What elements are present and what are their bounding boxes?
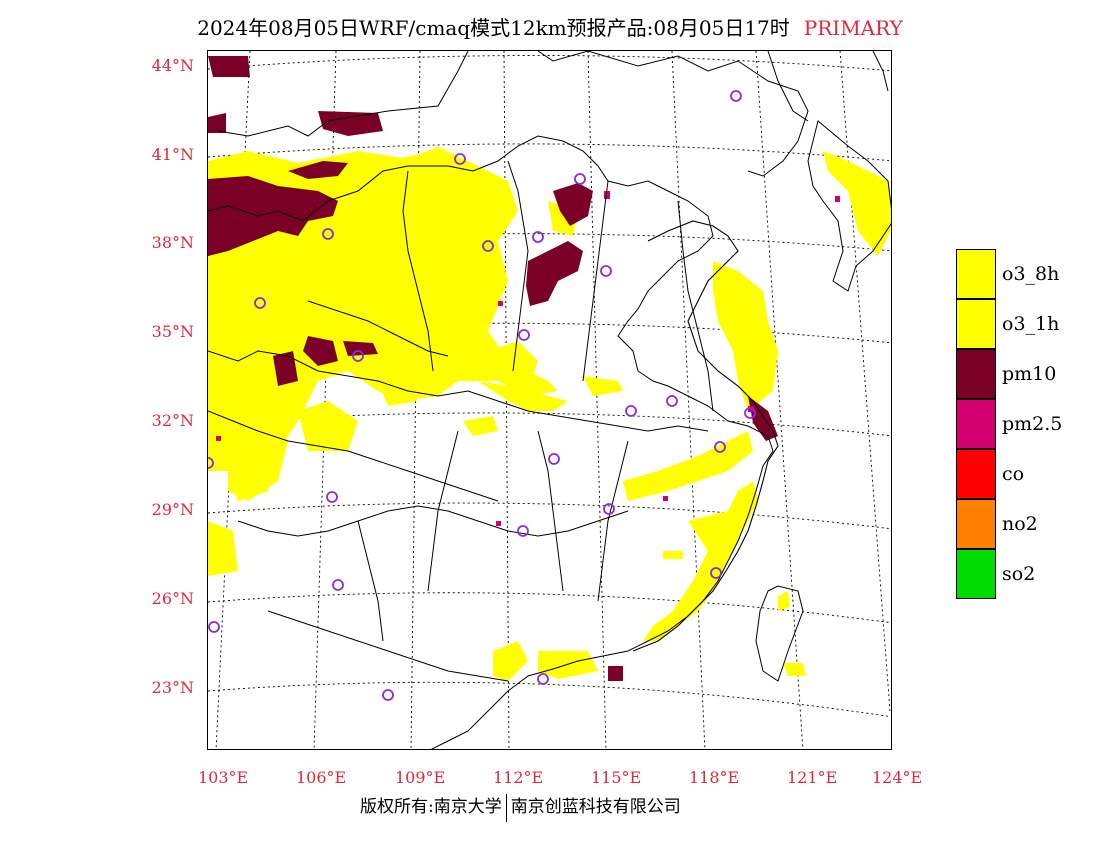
lat-label-44: 44°N: [151, 56, 194, 75]
title-species: PRIMARY: [803, 16, 903, 40]
legend-swatch-pm25: [956, 399, 996, 449]
station-markers: [208, 90, 756, 701]
lon-label-106: 106°E: [296, 768, 347, 787]
borders: [208, 51, 891, 749]
lat-label-32: 32°N: [151, 411, 194, 430]
map-canvas: [208, 51, 891, 749]
map-title: 2024年08月05日WRF/cmaq模式12km预报产品:08月05日17时 P…: [0, 12, 1100, 41]
lat-label-38: 38°N: [151, 233, 194, 252]
legend-label-o3-8h: o3_8h: [1002, 263, 1060, 285]
lon-label-109: 109°E: [395, 768, 446, 787]
legend-swatch-no2: [956, 499, 996, 549]
lon-label-112: 112°E: [493, 768, 544, 787]
coastline: [632, 220, 779, 652]
legend-label-pm10: pm10: [1002, 363, 1057, 385]
lat-label-26: 26°N: [151, 589, 194, 608]
legend-swatch-co: [956, 449, 996, 499]
legend-swatch-pm10: [956, 349, 996, 399]
legend-swatch-o3-8h: [956, 249, 996, 299]
pm25-specks: [216, 191, 840, 526]
lon-label-118: 118°E: [689, 768, 740, 787]
footer-divider: [505, 793, 507, 822]
copyright-footer: 版权所有:南京大学 南京创蓝科技有限公司: [360, 792, 681, 822]
legend-label-no2: no2: [1002, 513, 1038, 535]
legend-swatch-so2: [956, 549, 996, 599]
lon-label-121: 121°E: [787, 768, 838, 787]
o3-regions: [208, 147, 891, 681]
map-plot-area: [207, 50, 892, 750]
lon-label-124: 124°E: [872, 768, 923, 787]
legend-label-o3-1h: o3_1h: [1002, 313, 1060, 335]
legend-swatch-o3-1h: [956, 299, 996, 349]
legend-label-co: co: [1002, 463, 1025, 485]
legend-label-pm25: pm2.5: [1002, 413, 1063, 435]
copyright-owner: 版权所有:南京大学: [360, 797, 502, 817]
lat-label-41: 41°N: [151, 145, 194, 164]
pm10-regions: [208, 56, 778, 681]
lon-label-115: 115°E: [591, 768, 642, 787]
lat-label-23: 23°N: [151, 678, 194, 697]
title-text: 2024年08月05日WRF/cmaq模式12km预报产品:08月05日17时: [197, 16, 790, 40]
lat-label-29: 29°N: [151, 500, 194, 519]
legend-label-so2: so2: [1002, 563, 1036, 585]
copyright-company: 南京创蓝科技有限公司: [510, 797, 681, 817]
lat-label-35: 35°N: [151, 322, 194, 341]
lon-label-103: 103°E: [198, 768, 249, 787]
